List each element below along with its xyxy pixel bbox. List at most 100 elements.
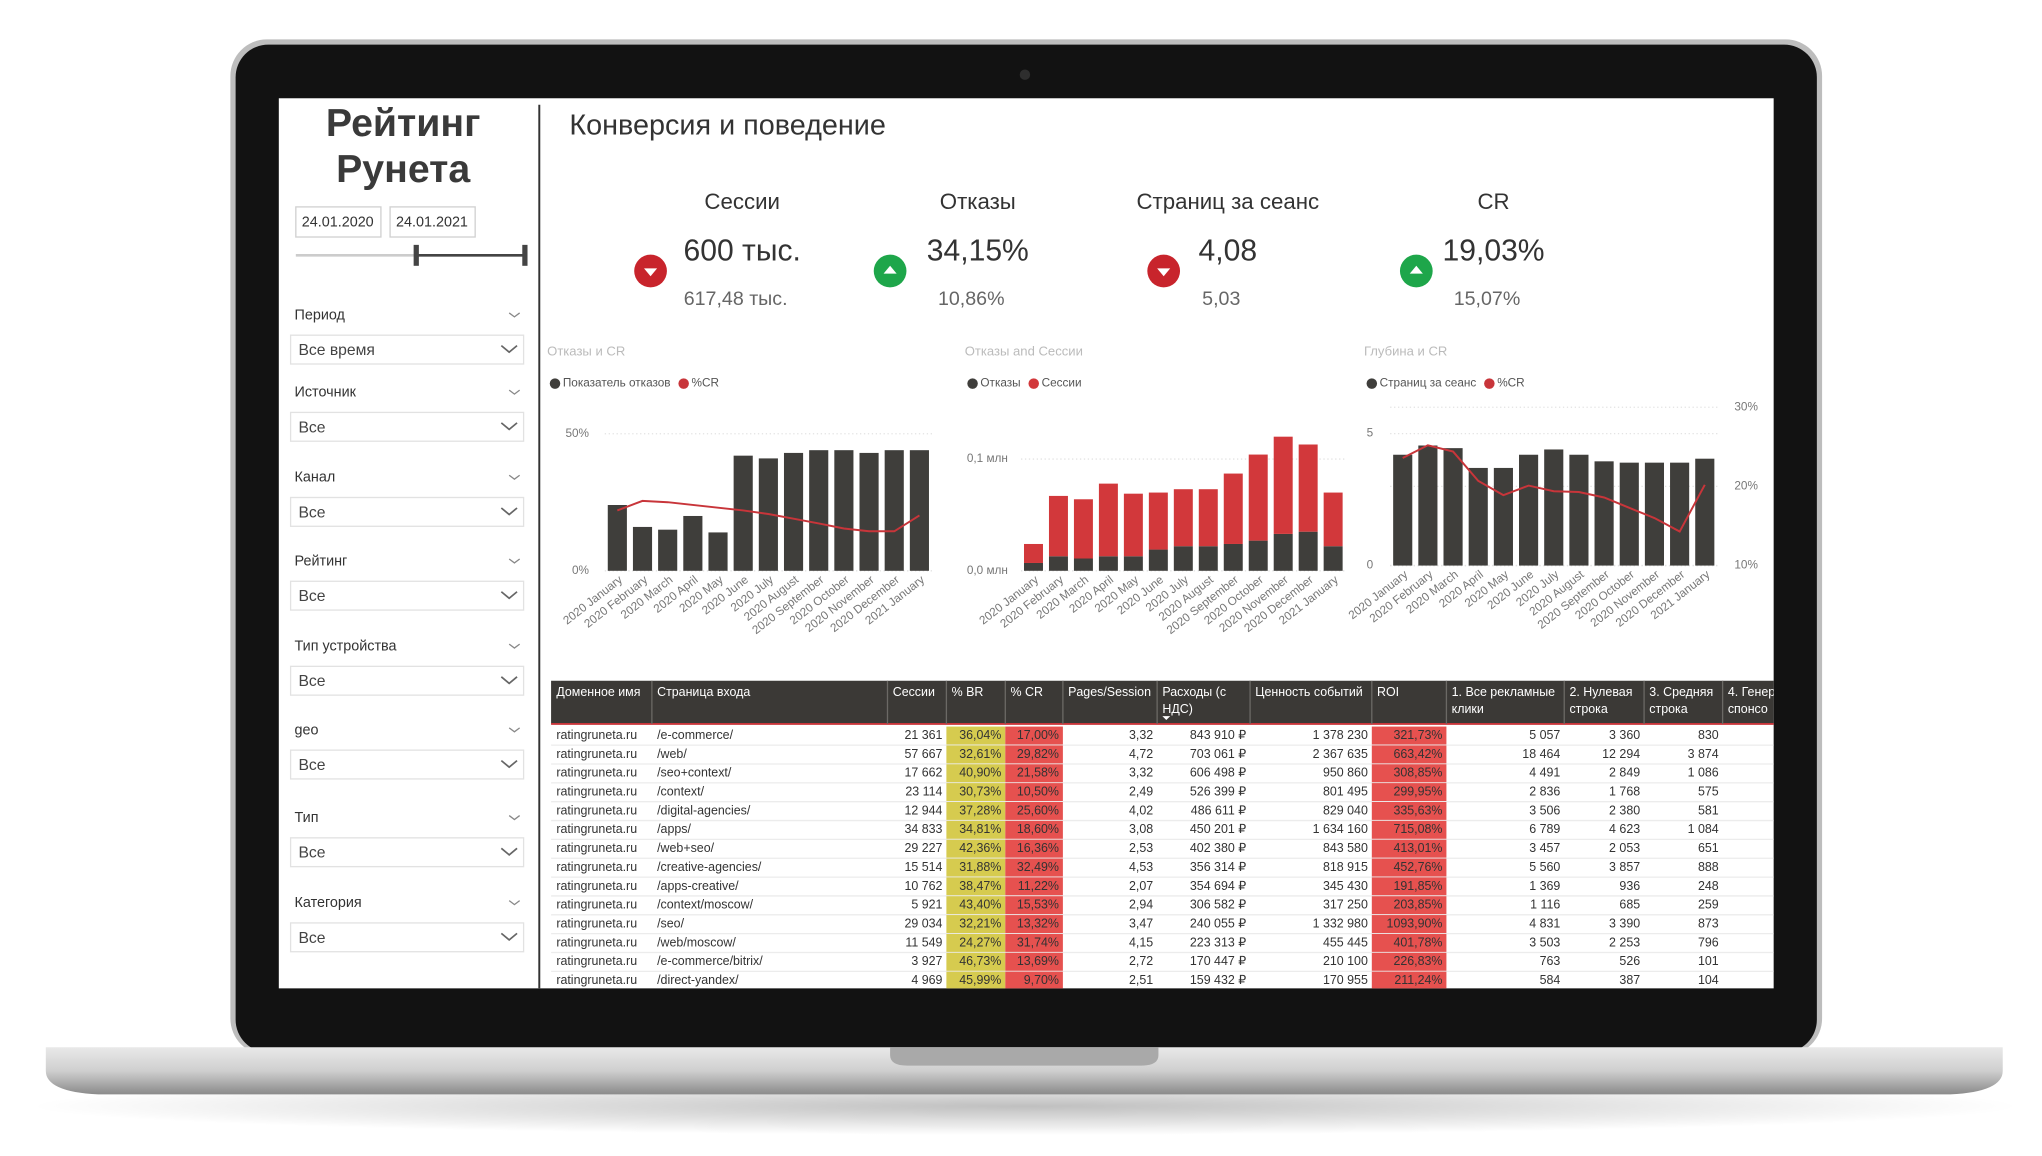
table-cell: /e-commerce/ bbox=[657, 728, 733, 742]
table-cell: 796 bbox=[1698, 935, 1719, 949]
table-cell: 1 768 bbox=[1609, 785, 1640, 799]
bar bbox=[1148, 549, 1168, 571]
column-header[interactable]: % BR bbox=[952, 685, 984, 699]
column-header[interactable]: строка bbox=[1649, 702, 1687, 716]
table-cell: ratingruneta.ru bbox=[556, 747, 637, 761]
column-header[interactable]: Pages/Session bbox=[1068, 685, 1151, 699]
cell-highlight bbox=[1371, 915, 1447, 934]
table-cell: 354 694 ₽ bbox=[1190, 879, 1246, 893]
table-cell: 413,01% bbox=[1393, 841, 1442, 855]
table-cell: 1 378 230 bbox=[1313, 728, 1368, 742]
filter-collapse[interactable] bbox=[508, 643, 521, 649]
table-cell: ratingruneta.ru bbox=[556, 728, 637, 742]
filter-collapse[interactable] bbox=[508, 815, 521, 821]
sort-indicator bbox=[1162, 716, 1171, 721]
column-header[interactable]: 1. Все рекламные bbox=[1452, 685, 1556, 699]
table-cell: 1 332 980 bbox=[1313, 917, 1368, 931]
column-header[interactable]: 3. Средняя bbox=[1649, 685, 1713, 699]
filter-collapse[interactable] bbox=[508, 474, 521, 480]
filter-collapse[interactable] bbox=[508, 389, 521, 395]
column-header[interactable]: строка bbox=[1569, 702, 1607, 716]
table-cell: 306 582 ₽ bbox=[1190, 898, 1246, 912]
column-header[interactable]: 4. Генер bbox=[1728, 685, 1775, 699]
cell-highlight bbox=[946, 858, 1006, 878]
column-header[interactable]: ROI bbox=[1377, 685, 1399, 699]
bar bbox=[658, 529, 678, 571]
date-box[interactable] bbox=[389, 206, 476, 238]
kpi-trend-arrow bbox=[1157, 268, 1171, 277]
table-cell: 34,81% bbox=[959, 822, 1001, 836]
table-cell: /direct-yandex/ bbox=[657, 973, 739, 987]
table-cell: ratingruneta.ru bbox=[556, 898, 637, 912]
column-header[interactable]: Сессии bbox=[893, 685, 935, 699]
column-header[interactable]: Страница входа bbox=[657, 685, 750, 699]
filter-collapse[interactable] bbox=[508, 900, 521, 906]
cell-highlight bbox=[1005, 858, 1063, 878]
column-header[interactable]: Ценность событий bbox=[1255, 685, 1362, 699]
table-cell: 45,99% bbox=[959, 973, 1001, 987]
table-cell: 3 874 bbox=[1688, 747, 1719, 761]
y-tick-label: 0,0 млн bbox=[967, 564, 1008, 577]
bar bbox=[1173, 489, 1193, 547]
table-cell: 829 040 bbox=[1323, 803, 1368, 817]
table-cell: 46,73% bbox=[959, 954, 1001, 968]
filter-dropdown[interactable] bbox=[289, 837, 525, 868]
chart-title: Глубина и CR bbox=[1364, 344, 1447, 359]
column-header[interactable]: Доменное имя bbox=[556, 685, 640, 699]
column-header[interactable]: Расходы (с bbox=[1162, 685, 1226, 699]
legend-marker bbox=[1484, 378, 1495, 389]
table-cell: ratingruneta.ru bbox=[556, 803, 637, 817]
filter-label: Категория bbox=[295, 895, 362, 911]
filter-collapse[interactable] bbox=[508, 312, 521, 318]
chart: Отказы and Сессии Отказы Сессии 0,0 млн 0,1 … bbox=[965, 344, 1346, 637]
kpi-previous: 617,48 тыс. bbox=[684, 288, 788, 310]
table-cell: ratingruneta.ru bbox=[556, 917, 637, 931]
table-cell: 226,83% bbox=[1393, 954, 1442, 968]
table-cell: 16,36% bbox=[1017, 841, 1059, 855]
filter-value: Все время bbox=[298, 342, 374, 359]
dropdown-chevron bbox=[500, 676, 518, 685]
table-cell: 818 915 bbox=[1323, 860, 1368, 874]
filter-dropdown[interactable] bbox=[289, 749, 525, 780]
table-cell: 203,85% bbox=[1393, 898, 1442, 912]
filter-dropdown[interactable] bbox=[289, 922, 525, 953]
column-header[interactable]: спонсо bbox=[1728, 702, 1768, 716]
legend-label: %CR bbox=[692, 377, 719, 390]
chart-title: Отказы и CR bbox=[547, 344, 625, 359]
column-header[interactable]: 2. Нулевая bbox=[1569, 685, 1632, 699]
filter-collapse[interactable] bbox=[508, 727, 521, 733]
column-header[interactable]: НДС) bbox=[1162, 702, 1192, 716]
bar bbox=[1223, 543, 1243, 571]
filter-dropdown[interactable] bbox=[289, 580, 525, 611]
filter-dropdown[interactable] bbox=[289, 411, 525, 442]
table-cell: 159 432 ₽ bbox=[1190, 973, 1246, 987]
table-cell: 259 bbox=[1698, 898, 1719, 912]
camera bbox=[1019, 69, 1031, 80]
table-cell: 843 910 ₽ bbox=[1190, 728, 1246, 742]
table-cell: 5 560 bbox=[1529, 860, 1560, 874]
filter-dropdown[interactable] bbox=[289, 334, 525, 365]
slider-handle[interactable] bbox=[413, 244, 419, 266]
date-box[interactable] bbox=[295, 206, 382, 238]
cell-highlight bbox=[1005, 839, 1063, 859]
filter-dropdown[interactable] bbox=[289, 665, 525, 696]
table-cell: 15,53% bbox=[1017, 898, 1059, 912]
filter-dropdown[interactable] bbox=[289, 496, 525, 527]
table-cell: 1 634 160 bbox=[1313, 822, 1368, 836]
slider-handle[interactable] bbox=[522, 244, 528, 266]
legend-label: Отказы bbox=[980, 377, 1020, 390]
column-header[interactable]: клики bbox=[1452, 702, 1484, 716]
table-header bbox=[551, 680, 1774, 724]
filter-value: Все bbox=[298, 673, 325, 690]
table-cell: 36,04% bbox=[959, 728, 1001, 742]
table-cell: 10 762 bbox=[904, 879, 942, 893]
table-cell: 606 498 ₽ bbox=[1190, 766, 1246, 780]
kpi-label: CR bbox=[1477, 189, 1509, 214]
kpi-label: Сессии bbox=[704, 189, 780, 214]
filter-collapse[interactable] bbox=[508, 558, 521, 564]
kpi-previous: 10,86% bbox=[938, 288, 1005, 310]
legend-marker bbox=[678, 378, 689, 389]
bar bbox=[1123, 493, 1143, 557]
cell-highlight bbox=[1371, 783, 1447, 802]
column-header[interactable]: % CR bbox=[1011, 685, 1043, 699]
